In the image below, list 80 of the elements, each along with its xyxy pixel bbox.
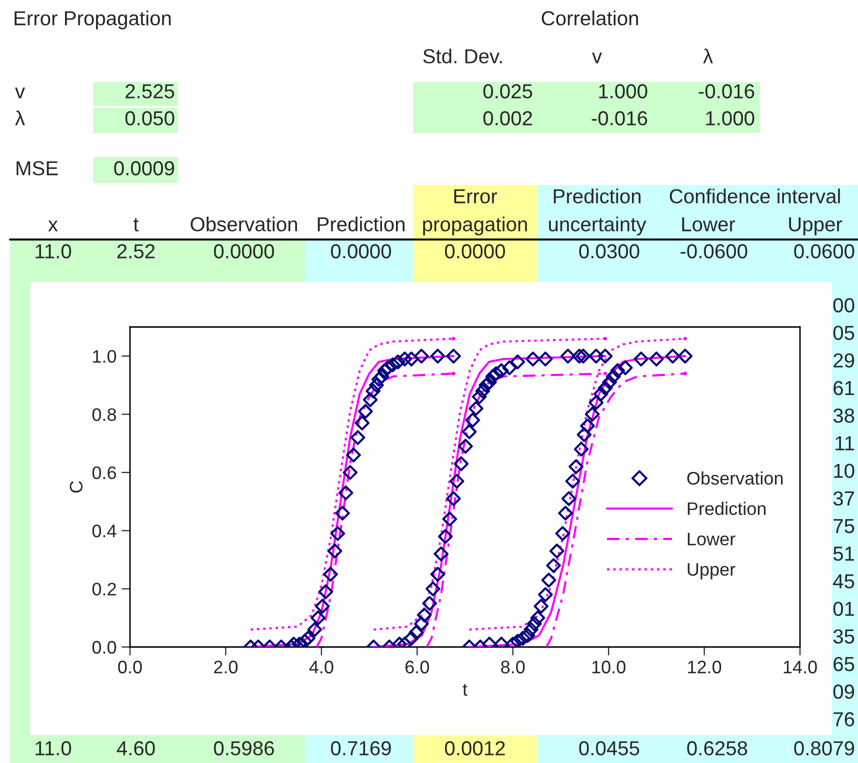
text: 0.002 [483,111,532,126]
text: 75 [834,519,854,534]
y-tick-label: 0.8 [92,408,116,421]
legend-label: Upper [688,563,736,580]
y-axis-title: C [70,481,83,493]
text: 09 [833,684,854,699]
text: 2.525 [126,84,174,98]
text: 4.60 [116,741,155,756]
text: 0.0000 [214,244,274,258]
text: 61 [834,380,854,396]
text: 0.0000 [444,244,506,258]
text: MSE [16,161,58,176]
x-axis-title: t [462,684,468,696]
text: 0.0300 [579,244,640,258]
text: 00 [833,298,854,312]
text: 38 [833,408,854,423]
text: 0.050 [125,111,174,126]
y-tick-label: 1.0 [93,350,116,363]
x-tick-label: 4.0 [309,660,334,674]
legend-label: Lower [688,532,736,546]
text: Error Propagation [14,10,171,30]
x-tick-label: 2.0 [214,660,238,674]
legend-label: Prediction [688,502,766,516]
text: 11.0 [36,244,72,258]
text: 76 [834,712,854,726]
text: 35 [833,629,854,644]
text: 11.0 [36,741,72,756]
text: 0.0600 [794,244,854,258]
text: v [592,52,602,64]
text: -0.016 [592,111,648,126]
y-tick-label: 0.6 [92,466,116,480]
text: Prediction [554,188,640,204]
text: -0.016 [698,84,754,98]
y-tick-label: 0.4 [92,524,116,538]
text: 51 [833,546,854,561]
text: Error [454,189,498,204]
y-tick-label: 0.0 [92,640,116,654]
x-tick-label: 6.0 [406,660,429,674]
text: 05 [833,326,854,340]
text: 0.025 [483,84,532,98]
text: 0.0455 [579,741,640,756]
text: 0.0009 [114,161,174,176]
text: 65 [834,656,854,672]
x-tick-label: 8.0 [501,660,525,674]
text: propagation [423,216,527,236]
text: Prediction [318,216,404,232]
text: uncertainty [549,216,646,236]
x-tick-label: 0.0 [118,660,142,674]
text: v [15,88,25,98]
text: -0.0600 [680,244,748,258]
text: 10 [834,464,854,478]
text: Upper [789,217,842,236]
text: Std. Dev. [423,48,502,64]
text: 11 [836,436,854,450]
text: 45 [833,574,854,588]
x-tick-label: 12.0 [688,660,722,674]
y-tick-label: 0.2 [92,582,116,596]
text: Confidence interval [670,188,840,204]
text: x [48,220,58,232]
x-tick-label: 10.0 [592,660,626,674]
text: t [134,218,139,232]
text: 29 [834,353,854,368]
text: 1.000 [706,111,754,126]
text: 2.52 [117,244,155,258]
text: 0.8079 [794,741,854,756]
text: 0.5986 [214,741,274,756]
text: 0.0000 [330,244,392,258]
text: Lower [682,217,736,232]
text: λ [703,48,713,64]
x-tick-label: 14.0 [784,660,817,674]
text: Observation [190,216,297,232]
text: 0.7169 [330,741,391,756]
text: 0.0012 [444,741,505,756]
text: 01 [833,602,854,616]
text: 1.000 [599,84,648,98]
text: 37 [833,491,854,506]
text: λ [15,110,25,126]
legend-label: Observation [687,471,783,485]
text: 0.6258 [687,741,748,756]
text: Correlation [542,10,638,26]
